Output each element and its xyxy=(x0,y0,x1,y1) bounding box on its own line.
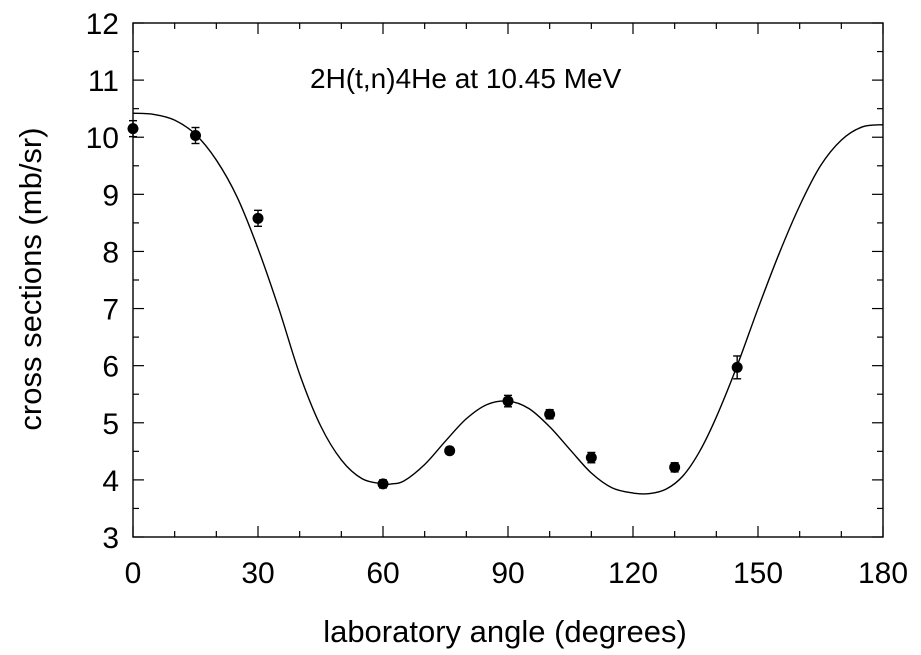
y-tick-label: 11 xyxy=(88,65,119,98)
y-tick-label: 12 xyxy=(86,8,119,41)
y-tick-label: 9 xyxy=(102,179,119,212)
data-point xyxy=(377,478,389,490)
y-axis-label: cross sections (mb/sr) xyxy=(13,127,48,430)
x-tick-label: 90 xyxy=(491,557,524,590)
data-point xyxy=(731,361,743,373)
data-point xyxy=(544,408,556,420)
x-tick-label: 60 xyxy=(366,557,399,590)
x-tick-label: 180 xyxy=(858,557,908,590)
data-point xyxy=(252,212,264,224)
x-tick-label: 150 xyxy=(733,557,783,590)
y-tick-label: 4 xyxy=(102,465,119,498)
y-tick-label: 6 xyxy=(102,351,119,384)
x-tick-label: 30 xyxy=(241,557,274,590)
y-tick-label: 10 xyxy=(86,122,119,155)
data-point xyxy=(585,452,597,464)
data-point xyxy=(502,395,514,407)
data-point xyxy=(190,130,201,142)
data-point xyxy=(127,123,139,135)
y-tick-label: 8 xyxy=(102,236,119,269)
x-axis-label: laboratory angle (degrees) xyxy=(323,614,687,649)
x-tick-label: 120 xyxy=(608,557,658,590)
data-point xyxy=(444,445,456,457)
y-tick-label: 5 xyxy=(102,408,119,441)
fit-curve xyxy=(132,112,884,495)
x-tick-label: 0 xyxy=(125,557,142,590)
y-tick-label: 7 xyxy=(102,294,119,327)
plot-frame xyxy=(132,22,884,538)
chart-annotation: 2H(t,n)4He at 10.45 MeV xyxy=(310,63,622,94)
y-tick-label: 3 xyxy=(102,522,119,555)
data-point xyxy=(669,461,681,473)
